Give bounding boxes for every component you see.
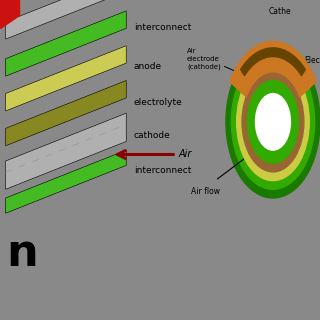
Polygon shape xyxy=(5,46,126,111)
Text: electrolyte: electrolyte xyxy=(134,98,182,107)
Circle shape xyxy=(255,93,291,150)
Polygon shape xyxy=(113,127,119,130)
Text: cathode: cathode xyxy=(134,132,170,140)
Text: Air
electrode
(cathode): Air electrode (cathode) xyxy=(187,48,221,69)
Circle shape xyxy=(247,81,299,163)
Polygon shape xyxy=(5,0,126,39)
Polygon shape xyxy=(100,133,105,135)
Polygon shape xyxy=(73,143,79,146)
Polygon shape xyxy=(5,170,12,172)
Circle shape xyxy=(226,46,320,198)
Polygon shape xyxy=(5,81,126,146)
Wedge shape xyxy=(241,48,305,76)
Text: anode: anode xyxy=(134,62,162,71)
Polygon shape xyxy=(46,154,52,156)
Polygon shape xyxy=(5,11,126,76)
Text: interconnect: interconnect xyxy=(134,23,191,32)
Circle shape xyxy=(237,63,309,180)
Text: Elect: Elect xyxy=(304,56,320,65)
Polygon shape xyxy=(5,150,126,213)
Circle shape xyxy=(242,72,304,172)
Polygon shape xyxy=(0,0,19,28)
Text: interconnect: interconnect xyxy=(134,166,191,175)
Polygon shape xyxy=(32,159,38,162)
Wedge shape xyxy=(230,41,316,97)
Polygon shape xyxy=(86,138,92,140)
Text: Air flow: Air flow xyxy=(191,187,220,196)
Text: n: n xyxy=(6,232,38,275)
Polygon shape xyxy=(5,113,126,189)
Polygon shape xyxy=(19,164,25,167)
Circle shape xyxy=(231,54,315,189)
Text: Air: Air xyxy=(178,149,192,159)
Text: Cathe: Cathe xyxy=(269,6,292,16)
Polygon shape xyxy=(59,149,65,151)
